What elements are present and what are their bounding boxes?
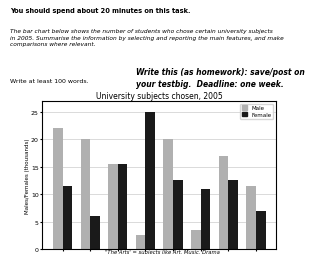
Text: You should spend about 20 minutes on this task.: You should spend about 20 minutes on thi… <box>10 8 190 14</box>
Text: Write at least 100 words.: Write at least 100 words. <box>10 79 88 84</box>
Bar <box>108 164 118 249</box>
Bar <box>201 189 210 249</box>
Bar <box>228 181 238 249</box>
Bar <box>53 129 62 249</box>
Bar <box>62 186 72 249</box>
Y-axis label: Males/Females (thousands): Males/Females (thousands) <box>24 138 30 213</box>
Bar <box>90 216 100 249</box>
Bar <box>256 211 266 249</box>
Bar <box>191 230 201 249</box>
Bar <box>145 113 155 249</box>
Bar <box>81 140 90 249</box>
Title: University subjects chosen, 2005: University subjects chosen, 2005 <box>96 92 223 101</box>
Text: The bar chart below shows the number of students who chose certain university su: The bar chart below shows the number of … <box>10 29 283 47</box>
Bar <box>136 235 145 249</box>
Bar <box>163 140 173 249</box>
Legend: Male, Female: Male, Female <box>240 104 273 119</box>
Text: Write this (as homework): save/post on
your testbig.  Deadline: one week.: Write this (as homework): save/post on y… <box>136 68 305 88</box>
Bar <box>219 156 228 249</box>
Bar <box>118 164 127 249</box>
Bar <box>246 186 256 249</box>
Bar <box>173 181 183 249</box>
Text: "The Arts' = subjects like Art, Music, Drama: "The Arts' = subjects like Art, Music, D… <box>105 249 220 254</box>
